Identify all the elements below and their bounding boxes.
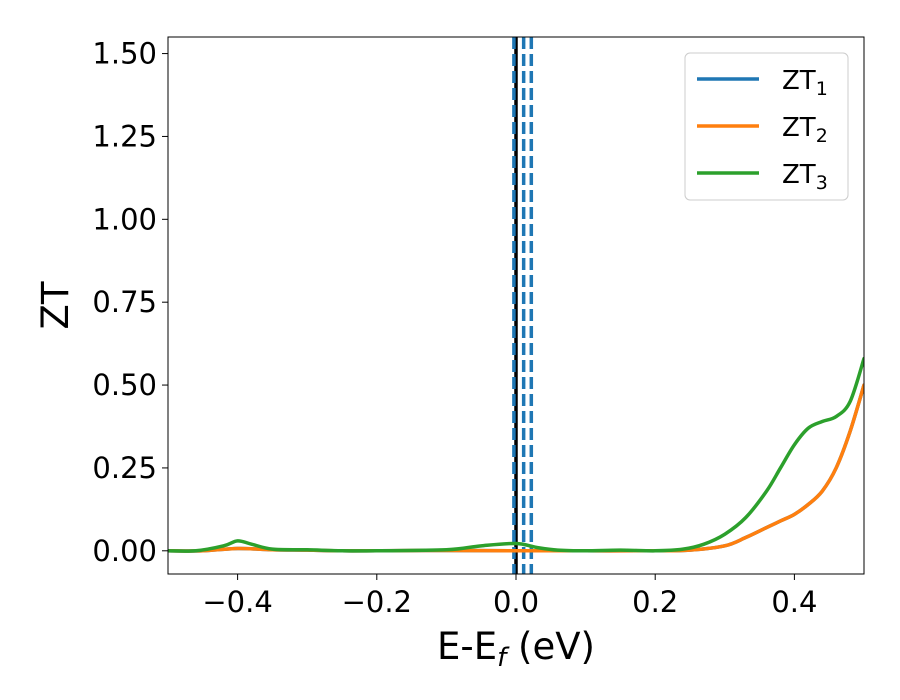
series-line-zt3 [168,356,864,553]
y-tick-label: 1.50 [92,37,157,71]
y-tick-label: 0.50 [92,368,157,402]
y-tick-label: 0.25 [92,451,157,485]
legend-label-main: ZT [782,160,816,190]
x-tick-label: 0.2 [632,585,678,619]
y-tick-label: 0.00 [92,534,157,568]
y-axis-label: ZT [34,281,77,329]
x-axis-label: E-Ef (eV) [437,625,595,673]
legend-label-subscript: 1 [816,78,828,100]
legend-label-main: ZT [782,113,816,143]
legend-label-main: ZT [782,66,816,96]
legend-label-zt2: ZT2 [782,113,828,147]
plot-area [168,37,864,574]
legend-box [684,52,849,201]
x-tick-label: 0.4 [771,585,817,619]
legend-label-subscript: 3 [816,172,828,194]
legend-label-zt1: ZT1 [782,66,828,100]
x-tick-label: 0.0 [493,585,539,619]
y-tick-label: 1.25 [92,119,157,153]
axis-ticks: −0.4 −0.2 0.0 0.2 0.4 0.00 0.25 0.50 0.75 1.00 1.2… [92,37,817,619]
x-tick-label: −0.2 [342,585,412,619]
legend-label-zt3: ZT3 [782,160,828,194]
x-tick-label: −0.4 [202,585,272,619]
legend-label-subscript: 2 [816,125,828,147]
y-tick-label: 0.75 [92,285,157,319]
y-tick-label: 1.00 [92,202,157,236]
x-axis-label-unit: (eV) [506,625,595,668]
x-axis-label-main: E-E [437,625,497,668]
